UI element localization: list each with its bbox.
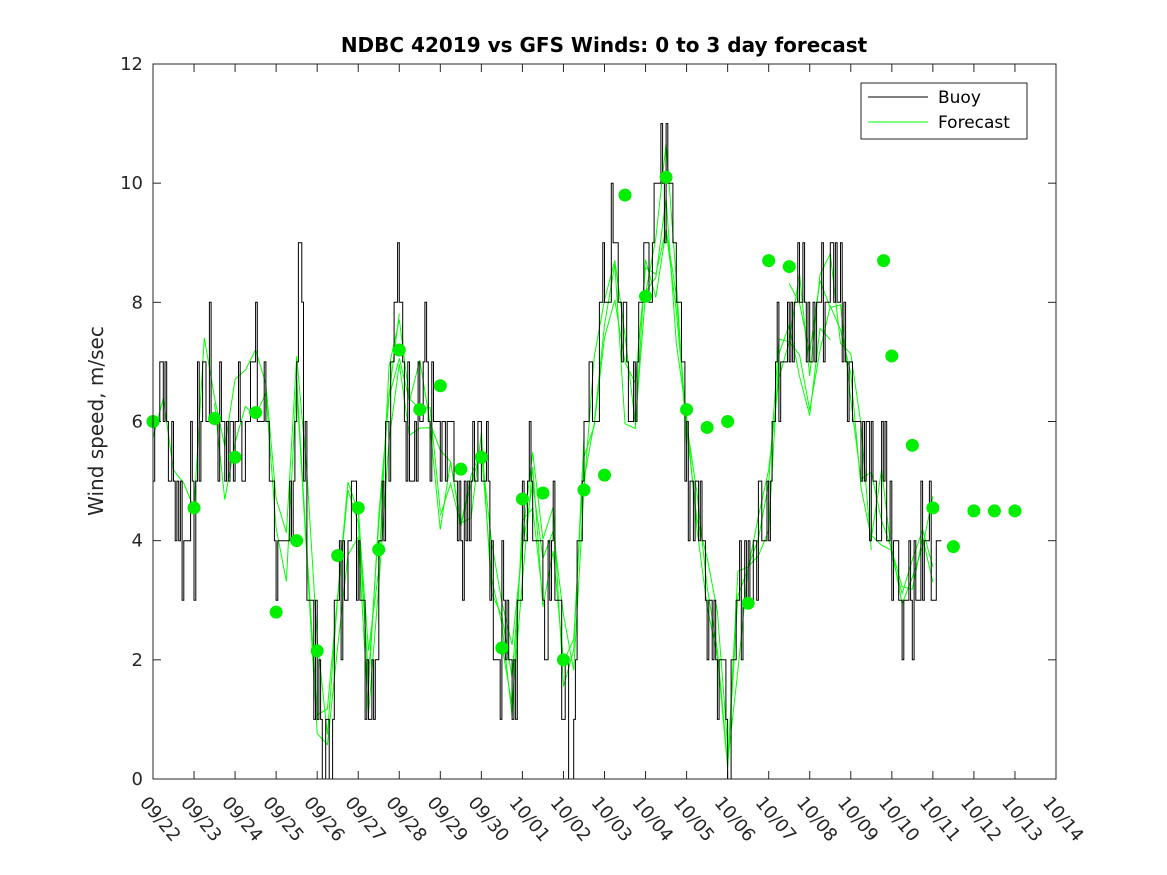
legend: Buoy Forecast — [860, 82, 1028, 140]
chart-title: NDBC 42019 vs GFS Winds: 0 to 3 day fore… — [341, 33, 868, 57]
x-tick-label: 10/03 — [587, 793, 636, 846]
forecast-point — [474, 450, 488, 464]
forecast-point — [639, 289, 653, 303]
forecast-point — [372, 543, 386, 557]
forecast-point — [269, 605, 283, 619]
forecast-point — [556, 653, 570, 667]
x-tick-label: 09/30 — [464, 793, 513, 846]
x-tick-label: 09/26 — [299, 793, 348, 846]
forecast-point — [413, 403, 427, 417]
x-tick-label: 10/09 — [833, 793, 882, 846]
x-tick-label: 10/11 — [915, 793, 964, 846]
forecast-point — [331, 549, 345, 563]
legend-label-buoy: Buoy — [938, 88, 981, 108]
x-tick-label: 10/05 — [669, 793, 718, 846]
x-tick-label: 10/08 — [792, 793, 841, 846]
forecast-point — [618, 188, 632, 202]
x-tick-label: 10/13 — [997, 793, 1046, 846]
forecast-point — [1008, 504, 1022, 518]
buoy-line — [153, 123, 942, 779]
forecast-point — [577, 483, 591, 497]
x-tick-label: 09/23 — [176, 793, 225, 846]
forecast-point — [721, 415, 735, 428]
x-tick-label: 09/27 — [340, 793, 389, 846]
forecast-point — [392, 343, 406, 357]
forecast-point — [782, 260, 796, 274]
forecast-point — [905, 438, 919, 452]
forecast-point — [598, 468, 611, 482]
x-tick-label: 10/01 — [505, 793, 554, 846]
forecast-point — [351, 501, 365, 515]
forecast-point — [700, 420, 714, 434]
y-tick-label: 8 — [132, 292, 143, 313]
forecast-points-group — [146, 170, 1022, 667]
x-tick-label: 10/12 — [956, 793, 1005, 846]
x-tick-label: 10/07 — [751, 793, 800, 846]
forecast-point — [762, 254, 776, 268]
y-tick-label: 0 — [132, 769, 143, 790]
forecast-point — [680, 403, 694, 417]
x-tick-label: 10/14 — [1038, 793, 1087, 846]
forecast-point — [515, 492, 529, 506]
forecast-point — [454, 462, 468, 476]
y-axis-label: Wind speed, m/sec — [84, 326, 108, 516]
x-tick-label: 09/22 — [135, 793, 184, 846]
x-tick-label: 09/25 — [258, 793, 307, 846]
forecast-point — [228, 450, 242, 464]
x-tick-label: 10/04 — [628, 793, 677, 846]
forecast-point — [877, 254, 891, 268]
x-tick-label: 09/24 — [217, 793, 266, 846]
forecast-point — [187, 501, 201, 515]
forecast-point — [885, 349, 899, 363]
forecast-point — [536, 486, 550, 500]
plot-area — [153, 64, 1056, 779]
legend-label-forecast: Forecast — [938, 113, 1010, 133]
y-tick-label: 4 — [132, 531, 143, 552]
x-tick-label: 10/02 — [546, 793, 595, 846]
x-tick-label: 09/29 — [422, 793, 471, 846]
y-tick-label: 12 — [120, 54, 143, 75]
forecast-point — [310, 644, 324, 658]
forecast-point — [290, 534, 304, 548]
forecast-point — [659, 170, 673, 184]
forecast-point — [987, 504, 1001, 518]
y-tick-label: 6 — [132, 412, 143, 433]
x-tick-label: 09/28 — [381, 793, 430, 846]
forecast-point — [926, 501, 940, 515]
forecast-point — [946, 540, 960, 554]
forecast-point — [741, 596, 755, 610]
legend-box — [860, 82, 1028, 140]
forecast-point — [967, 504, 981, 518]
x-tick-label: 10/06 — [710, 793, 759, 846]
plot-frame — [152, 63, 1057, 780]
forecast-point — [249, 406, 263, 420]
y-tick-label: 2 — [132, 650, 143, 671]
y-tick-label: 10 — [120, 173, 143, 194]
forecast-point — [495, 641, 509, 655]
forecast-point — [433, 379, 447, 393]
buoy-series-group — [153, 123, 942, 779]
forecast-point — [208, 412, 222, 426]
x-tick-label: 10/10 — [874, 793, 923, 846]
